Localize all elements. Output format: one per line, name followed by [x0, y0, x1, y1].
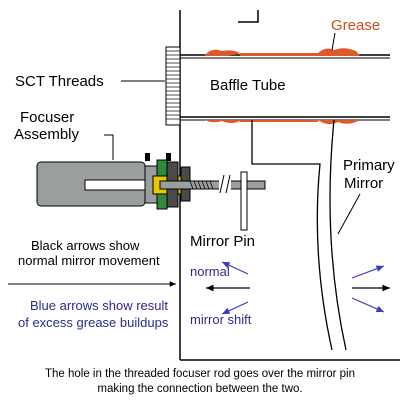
primary-mirror-back	[329, 119, 347, 351]
top-bracket	[238, 10, 259, 23]
sct-threads-label: SCT Threads	[15, 73, 104, 90]
blue-arrows-note-line2: of excess grease buildups	[18, 315, 169, 330]
sct-threads-block	[165, 46, 181, 126]
primary-mirror-front	[251, 120, 333, 351]
focuser-leader	[104, 134, 114, 160]
grease-deposits	[205, 48, 360, 125]
mirror-pin	[240, 171, 248, 231]
focuser-label-line2: Assembly	[14, 126, 80, 143]
blue-arrow-left-down	[221, 301, 249, 315]
caption-line2: making the connection between the two.	[97, 383, 302, 395]
primary-mirror-leader	[337, 193, 361, 235]
blue-arrow-right-down	[351, 297, 385, 313]
normal-label: normal	[190, 264, 230, 279]
blue-arrow-right-up	[351, 265, 385, 279]
blue-arrow-left-up	[221, 261, 249, 275]
baffle-tube-label: Baffle Tube	[210, 77, 286, 94]
primary-mirror-label-line2: Mirror	[344, 175, 383, 192]
black-arrows-note-line2: normal mirror movement	[18, 253, 160, 268]
caption-line1: The hole in the threaded focuser rod goe…	[45, 368, 355, 380]
focuser-assembly	[36, 153, 266, 210]
focuser-label-line1: Focuser	[20, 109, 74, 126]
blue-arrows-note-line1: Blue arrows show result	[30, 298, 168, 313]
mirror-shift-label: mirror shift	[190, 312, 252, 327]
primary-mirror-label-line1: Primary	[343, 157, 395, 174]
black-arrows-note-line1: Black arrows show	[31, 238, 140, 253]
grease-label: Grease	[331, 17, 380, 34]
grease-leader	[331, 32, 336, 51]
mirror-pin-label: Mirror Pin	[190, 233, 255, 250]
